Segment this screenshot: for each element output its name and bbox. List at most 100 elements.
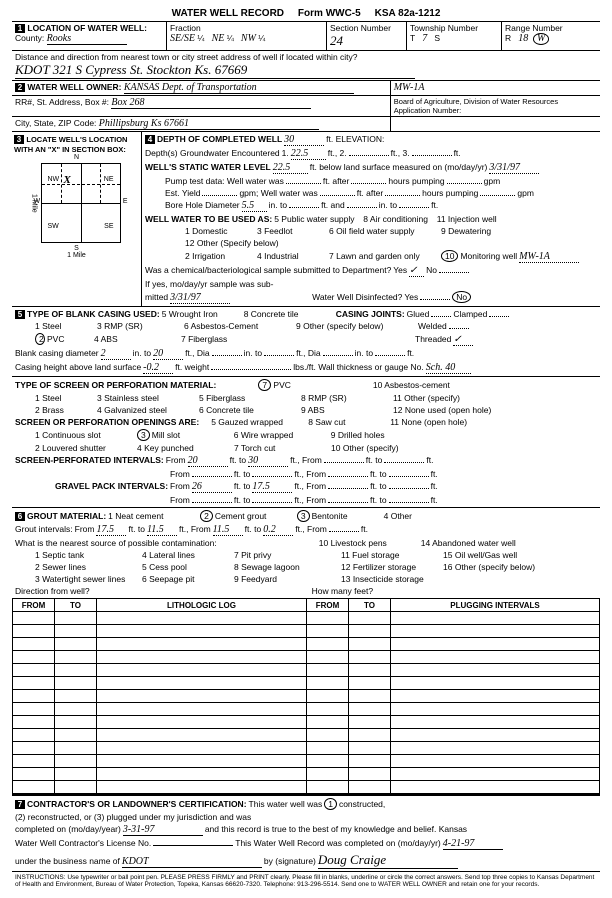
distance-label: Distance and direction from nearest town… bbox=[15, 52, 358, 62]
section6-num: 6 bbox=[15, 512, 25, 521]
cn16: 16 Other (specify below) bbox=[443, 562, 535, 572]
spi-to: 30 bbox=[248, 455, 288, 467]
depth-unit: ft. ELEVATION: bbox=[326, 134, 384, 144]
box-se: SE bbox=[104, 223, 113, 230]
g3-circle: 3 bbox=[297, 510, 310, 522]
open-label: SCREEN OR PERFORATION OPENINGS ARE: bbox=[15, 417, 199, 427]
section1-label: LOCATION OF WATER WELL: bbox=[27, 23, 147, 33]
gpi-from: 26 bbox=[192, 481, 232, 493]
bore-label: Bore Hole Diameter bbox=[165, 200, 240, 210]
gpi-ftto: ft. to bbox=[234, 481, 251, 491]
threaded: Threaded bbox=[415, 334, 451, 344]
section5-label: TYPE OF BLANK CASING USED: bbox=[27, 309, 160, 319]
pump-hours: hours pumping bbox=[388, 176, 444, 186]
cn8: 8 Sewage lagoon bbox=[234, 562, 339, 572]
gpi-ftto2: ft. to bbox=[370, 481, 387, 491]
bore-in: in. to bbox=[269, 200, 287, 210]
o5: 5 Gauzed wrapped bbox=[211, 417, 306, 427]
mile-bottom: 1 Mile bbox=[14, 252, 139, 259]
o10: 10 Other (specify) bbox=[331, 443, 399, 453]
rr-label: RR#, St. Address, Box #: bbox=[15, 97, 109, 107]
cn1: 1 Septic tank bbox=[35, 550, 140, 560]
log-from2: FROM bbox=[307, 599, 349, 612]
f2s: ¼ bbox=[227, 33, 234, 43]
dir-s: S bbox=[14, 245, 139, 252]
spi-ftto2: ft. to bbox=[366, 455, 383, 465]
use10-val: MW-1A bbox=[519, 251, 579, 263]
disinfect-label: Water Well Disinfected? bbox=[312, 292, 402, 302]
clamped: Clamped bbox=[453, 309, 487, 319]
section3-label: LOCATE WELL'S LOCATION WITH AN "X" IN SE… bbox=[14, 135, 127, 154]
gi-from: From bbox=[75, 524, 95, 534]
pump-gpm2: gpm bbox=[517, 188, 534, 198]
fraction1: SE/SE bbox=[170, 33, 195, 44]
s7-text3: and this record is true to the best of m… bbox=[205, 824, 467, 834]
log-row bbox=[13, 781, 600, 794]
c5-7: 7 Fiberglass bbox=[181, 334, 291, 344]
section7-num: 7 bbox=[15, 800, 25, 809]
title: WATER WELL RECORD bbox=[172, 8, 284, 19]
log-row bbox=[13, 768, 600, 781]
log-row bbox=[13, 664, 600, 677]
s7-text2: completed on (mo/day/year) bbox=[15, 824, 121, 834]
c5-5: 5 Wrought Iron bbox=[162, 309, 242, 319]
spi-ftfrom: ft., From bbox=[290, 455, 322, 465]
gi-from2: ft., From bbox=[179, 524, 211, 534]
s7-text1b: (2) reconstructed, or (3) plugged under … bbox=[15, 812, 251, 822]
bore-ft2: ft. bbox=[431, 200, 438, 210]
use6: 6 Oil field water supply bbox=[329, 226, 439, 236]
log-row bbox=[13, 742, 600, 755]
chl-val: -0.2 bbox=[143, 362, 173, 374]
bcd-ft: ft., Dia bbox=[185, 348, 210, 358]
bore-ft: ft. and bbox=[321, 200, 345, 210]
gw1-val: 22.5 bbox=[291, 148, 326, 160]
use9: 9 Dewatering bbox=[441, 226, 521, 236]
cn10: 10 Livestock pens bbox=[319, 538, 419, 548]
o7: 7 Torch cut bbox=[234, 443, 329, 453]
s7-text4: Water Well Contractor's License No. bbox=[15, 838, 151, 848]
gpi-from-lbl: From bbox=[170, 481, 190, 491]
use7: 7 Lawn and garden only bbox=[329, 251, 439, 261]
fraction2: NE bbox=[212, 33, 225, 44]
spi-from: 20 bbox=[188, 455, 228, 467]
g4: 4 Other bbox=[384, 511, 412, 521]
chl-ft: ft. weight bbox=[175, 362, 209, 372]
section7: 7 CONTRACTOR'S OR LANDOWNER'S CERTIFICAT… bbox=[12, 794, 600, 871]
use-label: WELL WATER TO BE USED AS: bbox=[145, 214, 272, 224]
s7-text1: This water well was bbox=[249, 799, 323, 809]
cn11: 11 Fuel storage bbox=[341, 550, 441, 560]
gpi-ftfrom2: ft., From bbox=[294, 495, 326, 505]
dir-n: N bbox=[14, 154, 139, 161]
cn7: 7 Pit privy bbox=[234, 550, 339, 560]
log-row bbox=[13, 729, 600, 742]
est-gpm: gpm; Well water was bbox=[239, 188, 317, 198]
s5b-2: 2 Brass bbox=[35, 405, 95, 415]
mw-value: MW-1A bbox=[394, 82, 425, 93]
g3-text: Bentonite bbox=[312, 511, 382, 521]
gi-end2: ft. bbox=[361, 524, 368, 534]
o8: 8 Saw cut bbox=[308, 417, 388, 427]
chem-no: No bbox=[426, 265, 437, 275]
section-value: 24 bbox=[330, 33, 343, 48]
township-value: 7 bbox=[422, 33, 427, 44]
gi-label: Grout intervals: bbox=[15, 524, 73, 534]
chl-gauge: Sch. 40 bbox=[426, 362, 471, 374]
pump-label: Pump test data: Well water was bbox=[165, 176, 284, 186]
disinfect-no: No bbox=[452, 291, 471, 303]
distance-row: Distance and direction from nearest town… bbox=[12, 50, 600, 80]
f3s: ¼ bbox=[258, 33, 265, 43]
bcd-in2: in. to bbox=[244, 348, 262, 358]
box-ne: NE bbox=[104, 176, 114, 183]
section4: 4 DEPTH OF COMPLETED WELL 30 ft. ELEVATI… bbox=[142, 132, 600, 306]
swl-label: WELL'S STATIC WATER LEVEL bbox=[145, 162, 271, 172]
log-lith: LITHOLOGIC LOG bbox=[97, 599, 307, 612]
section7-label: CONTRACTOR'S OR LANDOWNER'S CERTIFICATIO… bbox=[27, 799, 247, 809]
s5b-10: 10 Asbestos-cement bbox=[373, 380, 450, 390]
s5b-label: TYPE OF SCREEN OR PERFORATION MATERIAL: bbox=[15, 380, 216, 390]
t-t: T bbox=[410, 33, 415, 43]
c5-3: 3 RMP (SR) bbox=[97, 321, 182, 331]
chem-mitted: mitted bbox=[145, 292, 168, 302]
gw2: ft., 2. bbox=[328, 148, 347, 158]
s7-date: 3-31-97 bbox=[123, 824, 203, 836]
ksa: KSA 82a-1212 bbox=[375, 8, 441, 19]
